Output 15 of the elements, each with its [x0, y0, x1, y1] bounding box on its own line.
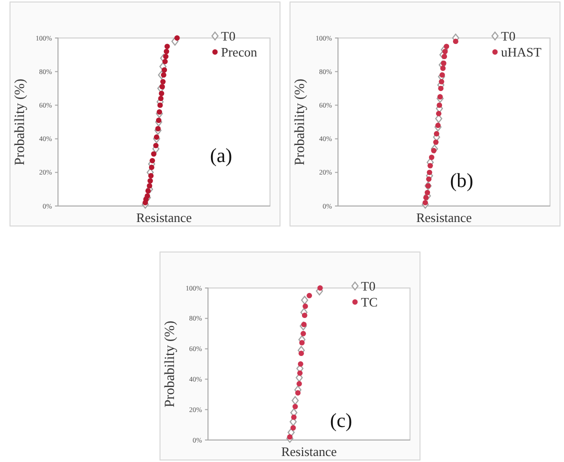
y-axis-title: Probability (%) [163, 320, 178, 408]
annotation: (b) [450, 170, 474, 192]
x-axis-title: Resistance [136, 210, 192, 225]
legend-label: TC [361, 294, 378, 310]
legend-label: T0 [221, 28, 236, 44]
x-axis-title: Resistance [281, 444, 338, 459]
legend-label: T0 [361, 278, 376, 294]
legend-label: Precon [221, 44, 258, 60]
y-axis-title: Probability (%) [293, 78, 308, 166]
annotation: (c) [330, 410, 352, 432]
legend-label: uHAST [501, 44, 542, 60]
x-axis-title: Resistance [416, 210, 472, 225]
legend-label: T0 [501, 28, 516, 44]
y-axis-title: Probability (%) [13, 78, 28, 166]
annotation: (a) [210, 145, 232, 167]
